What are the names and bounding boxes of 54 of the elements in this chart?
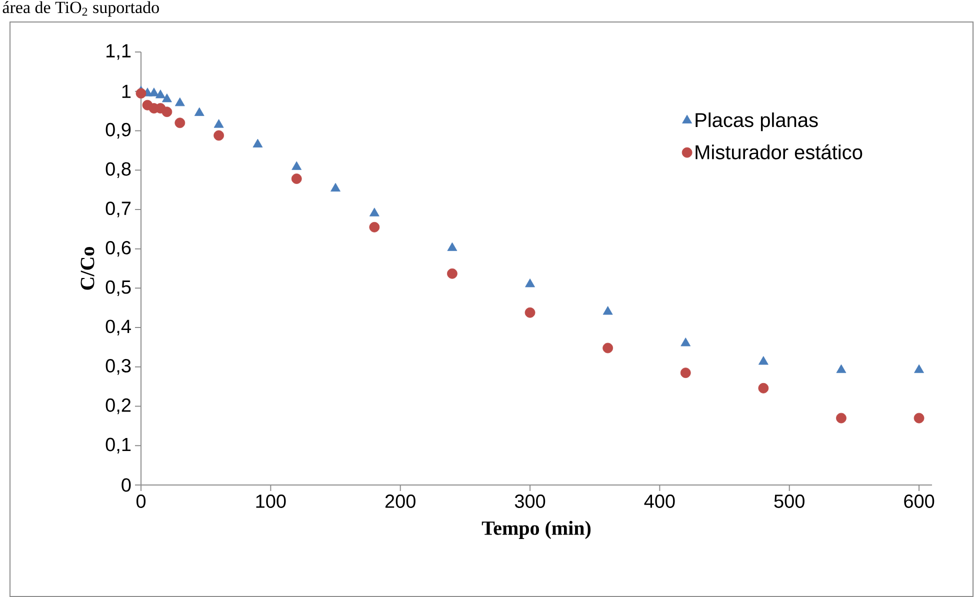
y-tick-label: 0,1 (106, 438, 131, 454)
y-tick-label: 0,7 (106, 202, 131, 218)
x-tick-label: 100 (256, 494, 286, 508)
legend-label: Placas planas (696, 112, 818, 132)
y-tick-label: 0,2 (106, 398, 131, 414)
point (758, 356, 768, 365)
legend-label: Misturador estático (696, 144, 862, 160)
point (174, 118, 186, 128)
point (447, 242, 458, 251)
point (524, 307, 536, 318)
x-tick-label: 500 (774, 494, 804, 508)
x-tick-label: 200 (385, 494, 416, 508)
point (836, 412, 846, 424)
point (149, 88, 159, 96)
y-tick-label: 1,1 (106, 44, 131, 60)
x-axis-title: Tempo (min) (482, 520, 591, 539)
point (447, 268, 458, 279)
point (194, 107, 204, 116)
point (369, 222, 380, 232)
y-axis-title: C/Co (80, 247, 94, 290)
y-tick-label: 0,8 (106, 162, 131, 178)
point (330, 182, 340, 192)
point (758, 382, 769, 394)
y-tick-label: 1 (122, 84, 131, 98)
point (155, 90, 166, 98)
x-tick-label: 0 (136, 494, 146, 508)
point (214, 130, 224, 141)
point (291, 174, 302, 184)
point (602, 306, 613, 315)
y-tick-label: 0,9 (106, 122, 131, 139)
point (369, 208, 380, 216)
point (914, 412, 924, 424)
point (602, 342, 614, 354)
point (136, 88, 146, 99)
point (162, 94, 172, 102)
x-tick-label: 400 (644, 494, 675, 508)
point (214, 119, 224, 128)
point (162, 106, 172, 118)
point (680, 338, 691, 346)
point (252, 138, 263, 148)
point (680, 368, 691, 378)
y-tick-label: 0,3 (106, 359, 131, 375)
point (174, 97, 185, 106)
point (525, 278, 535, 288)
point (836, 364, 846, 374)
x-tick-label: 600 (904, 494, 934, 508)
y-tick-label: 0,5 (106, 280, 131, 296)
y-tick-label: 0 (122, 478, 131, 492)
x-tick-label: 300 (514, 494, 546, 508)
y-tick-label: 0,4 (106, 320, 131, 336)
y-tick-label: 0,6 (106, 240, 131, 257)
point (914, 364, 924, 374)
point (292, 161, 302, 170)
text: área de TiO$_{2}$ suportado (2, 1, 159, 17)
